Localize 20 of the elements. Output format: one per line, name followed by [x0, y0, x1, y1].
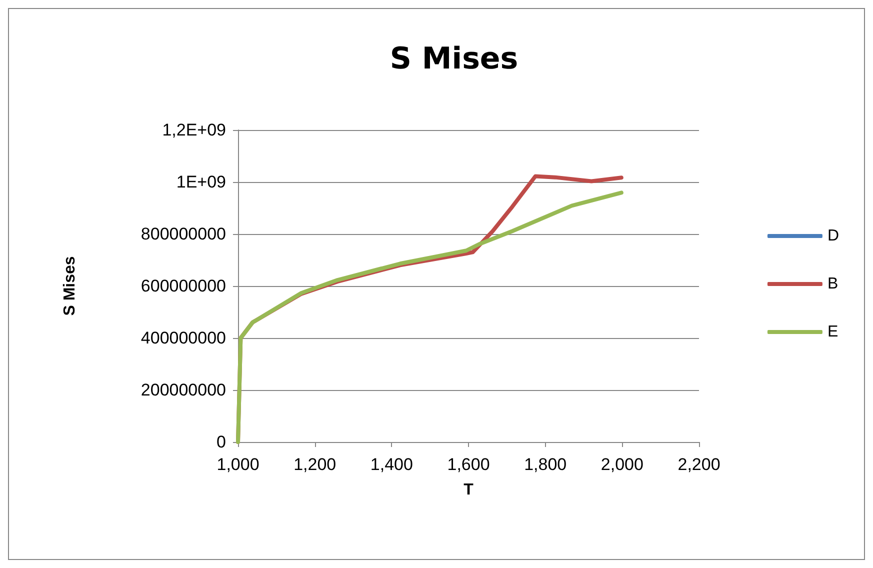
legend-label: E	[827, 324, 838, 340]
y-tick-label: 1E+09	[176, 172, 226, 192]
y-tick-label: 200000000	[140, 380, 226, 400]
x-tick-label: 1,600	[447, 455, 490, 474]
y-tick-label: 800000000	[140, 224, 226, 244]
y-tick-label: 400000000	[140, 328, 226, 348]
y-tick-label: 1,2E+09	[162, 120, 226, 140]
y-tick-label: 600000000	[140, 276, 226, 296]
x-tick-label: 2,200	[678, 455, 720, 474]
legend-label: B	[827, 276, 838, 292]
x-tick-label: 1,800	[524, 455, 567, 474]
x-tick-label: 1,200	[294, 455, 336, 474]
x-tick-label: 1,400	[370, 455, 413, 474]
y-tick-label: 0	[216, 432, 226, 452]
x-tick-label: 1,000	[216, 455, 260, 474]
legend-label: D	[827, 228, 840, 244]
y-axis-title: S Mises	[62, 256, 78, 316]
x-tick-label: 2,000	[600, 455, 644, 474]
chart-title: S Mises	[390, 42, 518, 76]
x-axis-title: T	[464, 482, 474, 498]
